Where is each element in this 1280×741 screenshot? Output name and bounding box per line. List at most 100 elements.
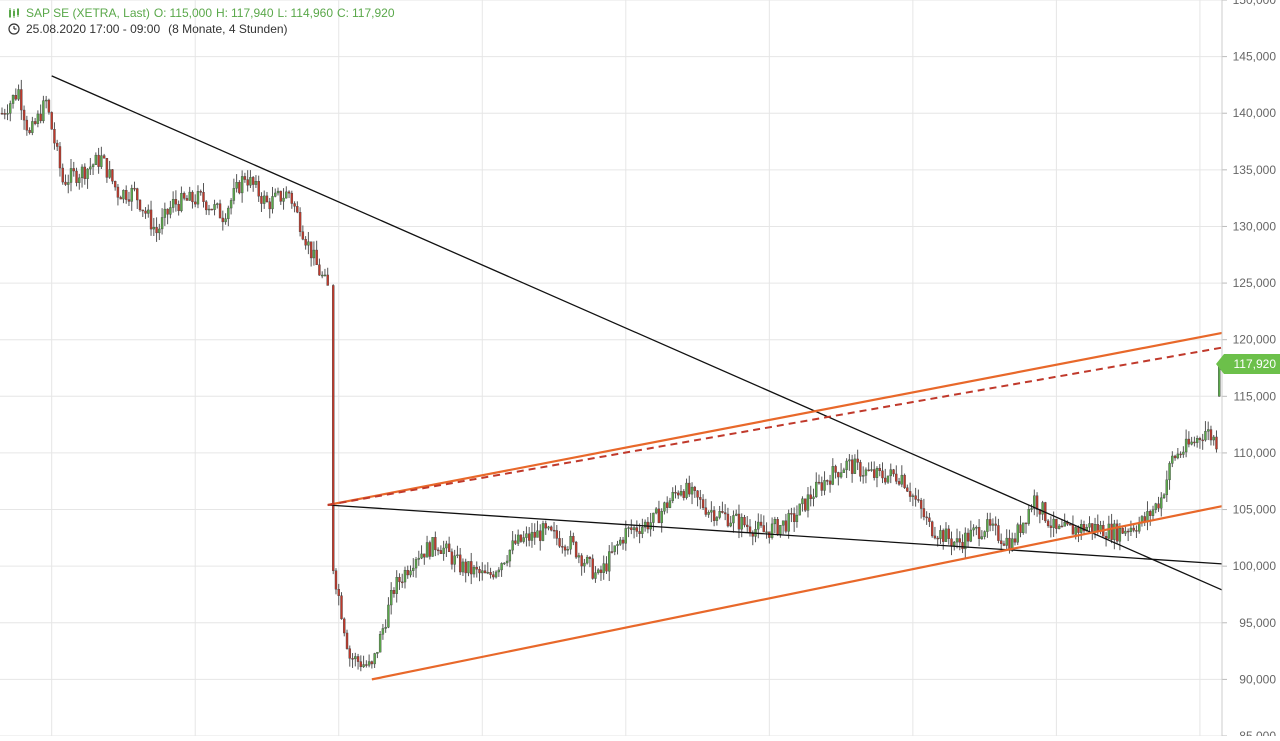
- candle-body: [585, 556, 589, 564]
- candle-body: [434, 537, 437, 551]
- candle-body: [991, 523, 995, 526]
- candle-body: [78, 177, 81, 183]
- clock-icon: [8, 23, 20, 35]
- candle-body: [997, 525, 1000, 541]
- candle-body: [17, 89, 20, 100]
- candle-body: [875, 467, 879, 478]
- candle-body: [958, 538, 961, 543]
- candle-body: [1151, 509, 1155, 516]
- candle-body: [75, 170, 78, 183]
- candle-body: [307, 241, 310, 246]
- candle-body: [693, 486, 697, 491]
- candle-body: [403, 569, 407, 583]
- candle-body: [461, 561, 465, 573]
- candlestick-settings-icon[interactable]: [8, 7, 20, 19]
- candle-body: [1013, 538, 1017, 543]
- candle-body: [412, 567, 415, 571]
- y-tick-label: 120,000: [1233, 333, 1277, 347]
- candle-body: [36, 113, 40, 124]
- candle-body: [486, 572, 489, 574]
- candle-body: [464, 561, 467, 574]
- candle-body: [627, 527, 630, 529]
- candle-body: [569, 536, 572, 550]
- candle-body: [216, 203, 219, 205]
- ohlc-row: SAP SE (XETRA, Last) O: 115,000 H: 117,9…: [8, 5, 395, 21]
- candle-body: [113, 181, 117, 188]
- trendline-orange: [327, 331, 1223, 507]
- candle-body: [337, 589, 340, 596]
- candle-body: [616, 544, 619, 546]
- candle-body: [580, 555, 583, 567]
- candle-body: [834, 466, 837, 473]
- candle-body: [776, 519, 779, 535]
- candle-body: [514, 540, 517, 544]
- candle-body: [1088, 523, 1091, 528]
- candle-body: [483, 570, 487, 574]
- candle-body: [147, 209, 150, 214]
- candle-body: [1046, 520, 1050, 526]
- candle-body: [9, 103, 12, 114]
- period: (8 Monate, 4 Stunden): [168, 22, 288, 36]
- candle-body: [815, 481, 818, 498]
- candle-body: [39, 113, 42, 122]
- candle-body: [287, 191, 291, 194]
- candle-body: [577, 555, 581, 558]
- candle-body: [279, 190, 282, 202]
- candle-body: [983, 531, 986, 537]
- low-label: L:: [277, 6, 288, 20]
- candle-body: [1074, 527, 1077, 535]
- candle-body: [1160, 497, 1163, 509]
- candle-body: [503, 562, 506, 565]
- candle-body: [1162, 494, 1166, 499]
- y-tick-label: 85,000: [1239, 729, 1276, 736]
- candle-body: [668, 500, 672, 508]
- candle-body: [1168, 463, 1171, 481]
- candle-body: [64, 181, 67, 185]
- candle-body: [1016, 524, 1019, 543]
- candle-body: [229, 200, 233, 209]
- candle-body: [806, 494, 810, 511]
- candle-body: [729, 522, 732, 527]
- candle-body: [1091, 523, 1094, 532]
- candle-body: [674, 492, 677, 494]
- candle-body: [166, 208, 169, 215]
- candle-body: [44, 99, 48, 102]
- candle-body: [583, 562, 586, 567]
- candle-body: [966, 532, 970, 542]
- y-tick-label: 95,000: [1239, 616, 1276, 630]
- candle-body: [127, 199, 131, 202]
- candle-body: [961, 541, 964, 550]
- candle-body: [138, 199, 142, 211]
- candle-body: [988, 519, 992, 526]
- candle-body: [873, 469, 876, 478]
- candle-body: [770, 523, 774, 538]
- candle-body: [89, 166, 92, 170]
- candle-body: [33, 121, 37, 124]
- chart-header: SAP SE (XETRA, Last) O: 115,000 H: 117,9…: [8, 5, 395, 37]
- candle-body: [842, 469, 846, 473]
- candle-body: [1201, 439, 1204, 442]
- candle-body: [994, 523, 997, 526]
- candle-body: [257, 181, 260, 197]
- candle-body: [158, 228, 161, 234]
- candle-body: [243, 176, 247, 180]
- y-tick-label: 140,000: [1233, 106, 1277, 120]
- candle-body: [596, 569, 600, 573]
- candle-body: [1187, 438, 1191, 445]
- candle-body: [185, 198, 189, 201]
- candle-body: [1121, 528, 1124, 534]
- candle-body: [748, 526, 752, 534]
- candle-body: [251, 177, 255, 185]
- candle-body: [566, 549, 570, 551]
- candle-body: [1107, 523, 1111, 539]
- candle-body: [494, 571, 498, 578]
- candle-body: [541, 523, 545, 541]
- candle-body: [458, 554, 462, 573]
- candle-body: [470, 561, 473, 575]
- candle-body: [1184, 438, 1188, 453]
- candle-body: [1190, 441, 1193, 445]
- candle-body: [1182, 451, 1185, 455]
- candle-body: [831, 466, 835, 485]
- candle-body: [376, 651, 379, 654]
